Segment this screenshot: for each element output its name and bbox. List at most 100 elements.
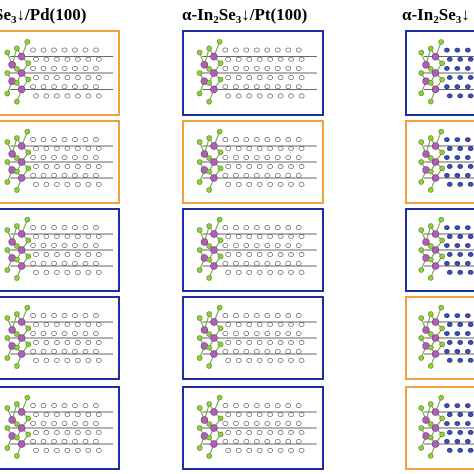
se-atom — [206, 223, 212, 229]
in-atom — [8, 61, 16, 69]
se-atom — [206, 434, 212, 441]
substrate-atom — [82, 155, 89, 160]
substrate-atom — [235, 75, 242, 81]
substrate-atom — [264, 173, 271, 178]
structure-panel — [405, 120, 474, 204]
substrate-atom — [288, 412, 294, 417]
se-atom — [439, 149, 445, 156]
in-atom — [8, 326, 16, 334]
substrate-atom — [96, 75, 102, 81]
substrate-atom — [454, 172, 461, 178]
substrate-atom — [54, 430, 60, 435]
substrate-atom — [288, 322, 294, 327]
substrate-atom — [277, 252, 284, 257]
substrate-atom — [72, 137, 78, 143]
se-atom — [427, 45, 434, 52]
structure-panel — [182, 120, 324, 204]
structure-svg — [418, 128, 474, 193]
substrate-atom — [61, 261, 68, 266]
substrate-atom — [256, 75, 263, 81]
in-atom — [17, 440, 26, 448]
se-atom — [14, 135, 20, 141]
substrate-atom — [40, 403, 47, 409]
substrate-atom — [51, 47, 57, 53]
substrate-atom — [64, 447, 71, 453]
substrate-atom — [96, 93, 102, 99]
substrate-atom — [85, 430, 92, 435]
substrate-atom — [75, 430, 81, 435]
substrate-atom — [40, 84, 47, 90]
substrate-atom — [454, 348, 461, 354]
substrate-atom — [467, 252, 474, 257]
se-atom — [217, 60, 224, 66]
se-atom — [418, 49, 425, 56]
substrate-atom — [61, 313, 68, 319]
substrate-atom — [264, 403, 271, 409]
substrate-atom — [72, 403, 78, 409]
se-atom — [439, 76, 445, 83]
substrate-atom — [298, 357, 305, 363]
substrate-atom — [446, 252, 453, 257]
substrate-atom — [61, 65, 68, 71]
substrate-atom — [288, 146, 294, 151]
se-atom — [438, 128, 444, 135]
substrate-atom — [30, 65, 36, 71]
structure-panel — [405, 30, 474, 116]
substrate-atom — [464, 137, 471, 143]
substrate-atom — [467, 447, 474, 453]
substrate-atom — [454, 155, 461, 160]
substrate-atom — [295, 137, 302, 143]
substrate-atom — [298, 234, 305, 239]
substrate-atom — [30, 225, 36, 231]
substrate-atom — [295, 439, 302, 444]
substrate-atom — [40, 137, 47, 143]
substrate-atom — [54, 357, 60, 363]
substrate-atom — [243, 173, 250, 178]
substrate-atom — [233, 439, 239, 444]
in-atom — [210, 174, 218, 182]
substrate-atom — [33, 269, 39, 275]
substrate-atom — [285, 225, 292, 231]
se-atom — [24, 304, 31, 311]
substrate-atom — [444, 313, 450, 319]
substrate-atom — [82, 313, 89, 319]
substrate-atom — [93, 243, 99, 248]
substrate-atom — [75, 164, 81, 169]
se-atom — [216, 304, 223, 311]
substrate-atom — [54, 269, 60, 275]
substrate-atom — [454, 137, 461, 143]
substrate-atom — [33, 234, 39, 239]
substrate-atom — [72, 243, 78, 248]
substrate-atom — [61, 137, 68, 143]
substrate-atom — [457, 322, 464, 328]
substrate-atom — [82, 261, 89, 266]
substrate-atom — [264, 65, 271, 71]
in-atom — [431, 424, 440, 432]
substrate-atom — [61, 403, 68, 409]
se-atom — [427, 66, 434, 72]
substrate-atom — [254, 155, 260, 160]
substrate-atom — [274, 243, 281, 248]
substrate-atom — [254, 331, 260, 336]
substrate-atom — [93, 331, 99, 336]
structure-svg — [418, 304, 474, 369]
substrate-atom — [457, 75, 464, 80]
substrate-atom — [256, 430, 263, 435]
substrate-atom — [233, 243, 239, 248]
substrate-atom — [464, 47, 471, 53]
se-atom — [418, 159, 425, 165]
in-atom — [431, 158, 440, 166]
substrate-atom — [225, 252, 232, 257]
substrate-atom — [222, 439, 229, 444]
se-atom — [24, 216, 31, 223]
substrate-atom — [96, 412, 102, 417]
structure-panel — [182, 208, 324, 292]
substrate-atom — [233, 137, 239, 143]
se-atom — [14, 421, 20, 427]
se-atom — [427, 223, 434, 229]
substrate-atom — [225, 75, 232, 81]
structure-svg — [196, 39, 317, 105]
se-atom — [4, 405, 11, 411]
se-atom — [438, 216, 444, 223]
substrate-atom — [235, 430, 242, 435]
